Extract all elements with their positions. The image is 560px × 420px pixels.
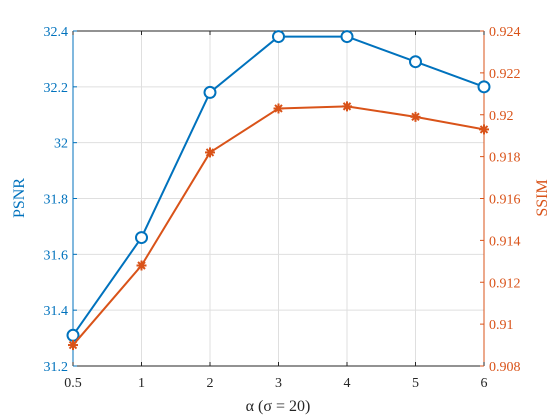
ssim-point [479,124,489,135]
asterisk-stroke [137,261,146,270]
ssim-point [342,101,352,112]
right-y-tick-label: 0.924 [489,25,521,40]
psnr-point [135,231,148,245]
ssim-point [68,340,78,351]
ssim-point [273,103,284,114]
psnr-point [340,30,354,44]
grid [73,31,484,366]
series-layer [66,30,491,351]
left-y-tick-label: 31.2 [44,360,69,375]
right-y-tick-label: 0.918 [489,151,521,166]
asterisk-stroke [479,125,489,134]
psnr-point [203,85,217,99]
x-tick-label: 4 [344,376,351,391]
asterisk-stroke [411,112,420,122]
ssim-point [410,111,421,122]
psnr-point [409,55,422,69]
left-y-tick-label: 32.2 [44,81,69,96]
x-tick-label: 5 [412,376,419,391]
left-y-tick-label: 31.4 [44,304,69,319]
left-y-tick-label: 32 [54,137,68,152]
right-y-tick-label: 0.92 [489,109,514,124]
asterisk-stroke [205,148,215,157]
right-y-tick-label: 0.912 [489,276,521,291]
tick-labels: 0.5 1 2 3 4 5 6 31.2 31.4 31.6 31.8 32 32.2 32.4 0.908… [44,25,521,391]
left-y-axis-title: PSNR [11,178,28,218]
asterisk-stroke [274,104,283,113]
left-y-tick-label: 31.8 [44,193,69,208]
psnr-point [477,80,491,94]
right-y-tick-label: 0.916 [489,193,521,208]
asterisk-stroke [68,340,78,350]
ssim-point [136,260,147,271]
asterisk-stroke [342,102,352,111]
x-tick-label: 0.5 [64,376,82,391]
right-y-axis-title: SSIM [534,179,551,216]
left-y-tick-label: 31.6 [44,248,69,263]
right-y-tick-label: 0.908 [489,360,521,375]
left-y-tick-label: 32.4 [44,25,69,40]
x-axis-title: α (σ = 20) [246,398,311,415]
right-y-tick-label: 0.91 [489,318,514,333]
right-y-tick-label: 0.914 [489,234,521,249]
x-tick-label: 1 [138,376,145,391]
x-tick-label: 2 [207,376,214,391]
x-tick-label: 6 [481,376,488,391]
right-y-tick-label: 0.922 [489,67,521,82]
psnr-point [272,30,285,44]
ssim-point [205,147,215,158]
x-tick-label: 3 [275,376,282,391]
